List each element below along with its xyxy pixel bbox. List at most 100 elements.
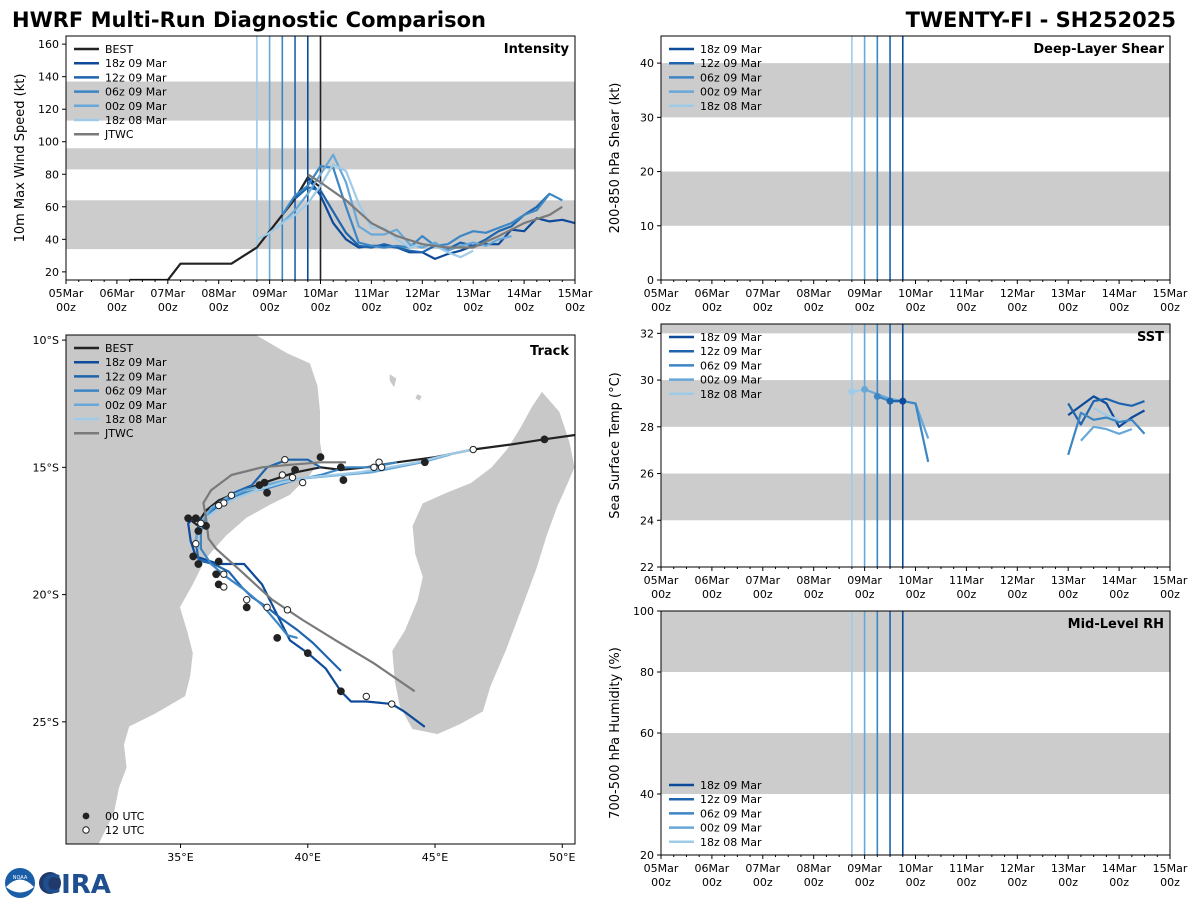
shear-xtick-date-3: 08Mar: [796, 287, 831, 300]
track-xtick-label-1: 40°E: [295, 851, 321, 864]
intensity-legend-label-18z-08-mar: 18z 08 Mar: [105, 114, 167, 127]
sst-legend-label-00z-09-mar: 00z 09 Mar: [700, 374, 762, 387]
rh-xtick-hour-3: 00z: [804, 876, 824, 889]
shear-xtick-date-7: 12Mar: [1000, 287, 1035, 300]
sst-xtick-hour-10: 00z: [1160, 588, 1180, 601]
sst-xtick-hour-0: 00z: [651, 588, 671, 601]
sst-xtick-date-1: 06Mar: [695, 574, 730, 587]
intensity-plot-area: [66, 36, 575, 280]
shear-legend-label-18z-08-mar: 18z 08 Mar: [700, 100, 762, 113]
rh-xtick-date-4: 09Mar: [847, 862, 882, 875]
sst-xtick-date-2: 07Mar: [745, 574, 780, 587]
intensity-legend-label-00z-09-mar: 00z 09 Mar: [105, 100, 167, 113]
rh-xtick-date-10: 15Mar: [1153, 862, 1188, 875]
sst-legend-label-18z-08-mar: 18z 08 Mar: [700, 388, 762, 401]
track-point-12utc-12: [192, 539, 200, 548]
track-ytick-label-2: 20°S: [33, 589, 59, 602]
shear-ytick-label-0: 0: [647, 274, 654, 287]
landmass-0: [66, 335, 324, 844]
intensity-xtick-hour-8: 00z: [463, 301, 483, 314]
track-point-00utc-17: [242, 603, 251, 612]
intensity-legend-label-18z-09-mar: 18z 09 Mar: [105, 57, 167, 70]
sst-xtick-hour-9: 00z: [1109, 588, 1129, 601]
rh-xtick-date-3: 08Mar: [796, 862, 831, 875]
landmass-2: [388, 372, 398, 390]
rh-xtick-date-8: 13Mar: [1051, 862, 1086, 875]
rh-ylabel: 700-500 hPa Humidity (%): [608, 647, 623, 819]
shear-panel-title: Deep-Layer Shear: [1033, 42, 1164, 57]
track-point-12utc-8: [227, 491, 236, 500]
rh-xtick-date-2: 07Mar: [745, 862, 780, 875]
intensity-xtick-date-9: 14Mar: [507, 287, 542, 300]
sst-xtick-hour-4: 00z: [855, 588, 875, 601]
sst-ytick-label-4: 30: [640, 374, 654, 387]
sst-series-12z-09-mar: [1067, 397, 1145, 426]
track-point-00utc-14: [214, 557, 223, 566]
rh-xtick-date-5: 10Mar: [898, 862, 933, 875]
shear-panel: 05Mar00z06Mar00z07Mar00z08Mar00z09Mar00z…: [608, 35, 1188, 314]
sst-xtick-date-7: 12Mar: [1000, 574, 1035, 587]
track-legend-label-18z-08-mar: 18z 08 Mar: [105, 413, 167, 426]
sst-xtick-hour-3: 00z: [804, 588, 824, 601]
sst-ylabel: Sea Surface Temp (°C): [608, 372, 623, 519]
sst-series-00z-09-mar: [1080, 425, 1133, 442]
sst-legend-label-06z-09-mar: 06z 09 Mar: [700, 359, 762, 372]
rh-ytick-label-0: 20: [640, 849, 654, 862]
shear-ytick-label-3: 30: [640, 111, 654, 124]
rh-xtick-date-7: 12Mar: [1000, 862, 1035, 875]
intensity-xtick-date-7: 12Mar: [405, 287, 440, 300]
track-point-12utc-16: [263, 603, 271, 612]
intensity-legend-label-06z-09-mar: 06z 09 Mar: [105, 86, 167, 99]
rh-xtick-hour-9: 00z: [1109, 876, 1129, 889]
sst-plot-area: [661, 324, 1170, 567]
shear-ytick-label-2: 20: [640, 166, 654, 179]
sst-xtick-hour-8: 00z: [1058, 588, 1078, 601]
intensity-xtick-hour-7: 00z: [412, 301, 432, 314]
shear-xtick-hour-3: 00z: [804, 301, 824, 314]
rh-legend-label-06z-09-mar: 06z 09 Mar: [700, 807, 762, 820]
rh-xtick-hour-8: 00z: [1058, 876, 1078, 889]
intensity-legend-label-best: BEST: [105, 43, 133, 56]
sst-series-06z-09-mar: [1067, 411, 1146, 456]
track-xtick-label-0: 35°E: [167, 851, 193, 864]
track-point-00utc-12: [189, 552, 198, 561]
marker-legend-12utc-label: 12 UTC: [105, 824, 145, 837]
sst-xtick-hour-2: 00z: [753, 588, 773, 601]
track-point-12utc-2: [377, 463, 386, 472]
rh-legend-label-00z-09-mar: 00z 09 Mar: [700, 822, 762, 835]
intensity-ytick-label-6: 140: [38, 71, 59, 84]
cira-logo-text: CIRA: [42, 870, 111, 900]
track-point-12utc-4: [281, 456, 289, 464]
shear-ylabel: 200-850 hPa Shear (kt): [608, 83, 623, 234]
page-title-left: HWRF Multi-Run Diagnostic Comparison: [12, 8, 486, 32]
track-ytick-label-1: 15°S: [33, 461, 59, 474]
shear-xtick-hour-6: 00z: [957, 301, 977, 314]
track-point-00utc-10: [191, 514, 200, 523]
shear-band-1: [661, 63, 1170, 118]
rh-legend-label-18z-09-mar: 18z 09 Mar: [700, 779, 762, 792]
track-point-12utc-14: [220, 583, 228, 591]
track-legend-label-00z-09-mar: 00z 09 Mar: [105, 399, 167, 412]
shear-xtick-hour-7: 00z: [1007, 301, 1027, 314]
intensity-ytick-label-3: 80: [45, 168, 59, 181]
track-xtick-label-2: 45°E: [422, 851, 448, 864]
rh-xtick-hour-1: 00z: [702, 876, 722, 889]
sst-marker-3: [886, 397, 894, 405]
rh-xtick-date-6: 11Mar: [949, 862, 984, 875]
rh-ytick-label-2: 60: [640, 727, 654, 740]
intensity-xtick-hour-1: 00z: [107, 301, 127, 314]
rh-xtick-hour-0: 00z: [651, 876, 671, 889]
track-legend-label-06z-09-mar: 06z 09 Mar: [105, 385, 167, 398]
sst-ytick-label-0: 22: [640, 561, 654, 574]
track-point-12utc-10: [215, 501, 223, 510]
sst-marker-0: [848, 388, 856, 396]
sst-legend-label-12z-09-mar: 12z 09 Mar: [700, 345, 762, 358]
track-legend-label-18z-09-mar: 18z 09 Mar: [105, 356, 167, 369]
intensity-xtick-hour-3: 00z: [209, 301, 229, 314]
track-point-12utc-3: [370, 463, 378, 472]
sst-xtick-date-3: 08Mar: [796, 574, 831, 587]
intensity-ytick-label-1: 40: [45, 233, 59, 246]
track-point-12utc-5: [278, 471, 287, 479]
intensity-ytick-label-7: 160: [38, 38, 59, 51]
